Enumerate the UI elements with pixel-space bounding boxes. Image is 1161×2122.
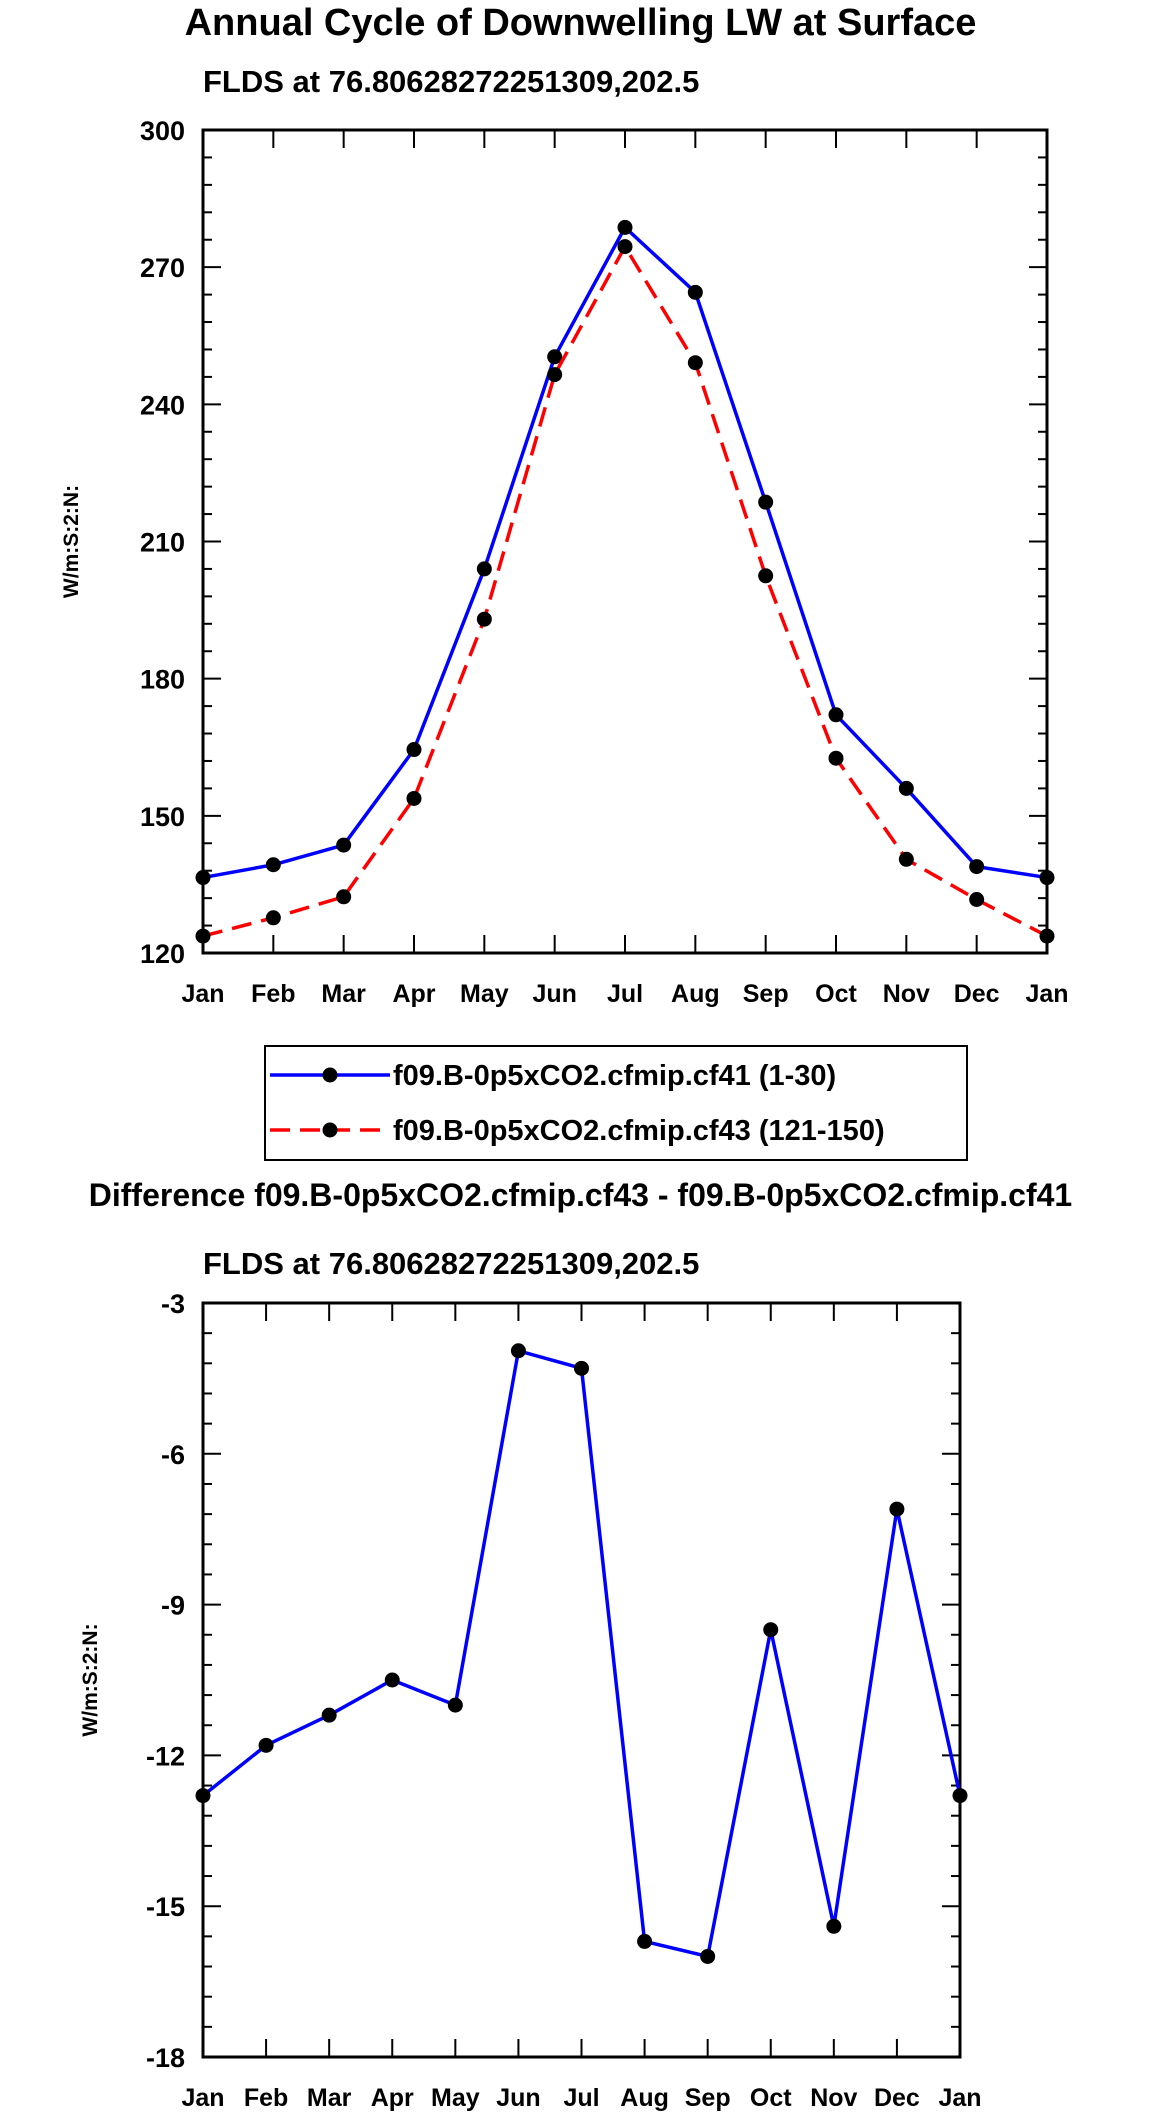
bottom-series-0-point [321,1707,337,1723]
top-series-1-point [758,568,774,584]
bottom-series-0-point [889,1501,905,1517]
bottom-chart-subtitle: FLDS at 76.80628272251309,202.5 [203,1246,700,1281]
bottom-x-tick-label: Jun [496,2084,540,2112]
bottom-series-0-point [637,1933,653,1949]
bottom-y-tick-label: -6 [161,1440,185,1470]
legend-marker-0 [322,1067,338,1083]
top-chart-subtitle: FLDS at 76.80628272251309,202.5 [203,64,700,99]
top-y-tick-label: 270 [140,253,185,283]
top-series-0-point [687,284,703,300]
top-series-1-point [828,750,844,766]
bottom-plot-frame [201,1301,962,2059]
top-series-1-point [1039,928,1055,944]
top-series-line-1 [202,244,1048,938]
bottom-x-tick-label: Jul [563,2084,599,2112]
top-series-1-point [195,928,211,944]
bottom-series-0-point [447,1697,463,1713]
bottom-x-tick-label: Sep [685,2084,731,2112]
bottom-series-0-point [510,1343,526,1359]
bottom-y-tick-label: -12 [146,1741,185,1771]
top-x-tick-label: Feb [251,980,295,1008]
top-chart: 120 150 180 210 240 270 300 Jan Feb Mar Apr May Jun J… [60,116,1069,1161]
bottom-chart-title: Difference f09.B-0p5xCO2.cfmip.cf43 - f0… [88,1177,1073,1213]
top-series-1-point [547,367,563,383]
top-series-0-point [617,219,633,235]
top-x-tick-label: Nov [883,980,930,1008]
top-series-0-point [406,742,422,758]
top-y-tick-label: 150 [140,802,185,832]
top-y-tick-label: 180 [140,665,185,695]
top-series-0-point [195,870,211,886]
bottom-y-tick-label: -3 [161,1289,185,1319]
top-series-0-point [758,494,774,510]
bottom-series-0-point [763,1622,779,1638]
bottom-x-tick-label: Nov [810,2084,857,2112]
bottom-x-tick-label: Jan [181,2084,224,2112]
top-x-tick-label: Sep [743,980,789,1008]
bottom-series-line-0 [201,1349,962,1959]
bottom-series-0-point [574,1360,589,1376]
bottom-series-0-point [258,1737,274,1753]
top-y-axis-label: W/m:S:2:N: [60,485,83,598]
bottom-y-tick-label: -15 [146,1892,185,1922]
top-x-tick-label: May [460,980,509,1008]
top-series-1-point [687,355,703,371]
top-series-0-point [547,349,563,365]
top-series-0-point [1039,870,1055,886]
top-x-tick-label: Jul [607,980,643,1008]
bottom-x-tick-label: Jan [938,2084,981,2112]
bottom-x-tick-label: Apr [371,2084,414,2112]
bottom-x-tick-label: Aug [620,2084,669,2112]
bottom-series-0-point [826,1918,842,1934]
top-series-1-point [406,790,422,806]
top-x-tick-label: Jan [181,980,224,1008]
top-series-1-point [969,892,985,908]
top-series-0-point [828,707,844,723]
bottom-x-tick-label: Feb [244,2084,288,2112]
top-series-1-point [476,611,492,627]
bottom-x-tick-label: Oct [750,2084,792,2112]
top-y-tick-label: 240 [140,390,185,420]
top-x-tick-label: Apr [392,980,435,1008]
top-series-0-point [476,561,492,577]
top-x-tick-label: Jan [1025,980,1068,1008]
top-chart-title: Annual Cycle of Downwelling LW at Surfac… [184,2,977,44]
legend: f09.B-0p5xCO2.cfmip.cf41 (1-30) f09.B-0p5… [264,1045,968,1161]
bottom-y-tick-label: -9 [161,1591,185,1621]
bottom-x-tick-label: May [431,2084,480,2112]
bottom-y-axis-label: W/m:S:2:N: [79,1623,102,1736]
top-y-tick-label: 210 [140,528,185,558]
legend-marker-1 [322,1122,338,1138]
top-series-1-point [336,889,352,905]
legend-box [264,1045,968,1161]
bottom-series-0-point [700,1948,716,1964]
bottom-series-0-point [384,1672,400,1688]
bottom-series-0-point [195,1788,211,1804]
legend-label-1: f09.B-0p5xCO2.cfmip.cf43 (121-150) [393,1115,885,1147]
top-x-tick-label: Oct [815,980,857,1008]
bottom-y-tick-label: -18 [146,2043,185,2073]
bottom-x-tick-label: Mar [307,2084,352,2112]
top-x-tick-label: Jun [532,980,576,1008]
bottom-chart: -18 -15 -12 -9 -6 -3 Jan Feb Mar Apr May Jun Jul Aug S… [79,1289,982,2112]
bottom-series-0-point [952,1788,968,1804]
top-series-0-point [898,780,914,796]
top-x-tick-label: Aug [671,980,720,1008]
top-series-0-point [336,837,352,853]
top-series-0-point [265,857,281,873]
top-y-tick-label: 300 [140,116,185,146]
top-series-1-point [265,910,281,926]
top-series-0-point [969,859,985,875]
bottom-x-tick-label: Dec [874,2084,920,2112]
legend-label-0: f09.B-0p5xCO2.cfmip.cf41 (1-30) [393,1060,836,1092]
top-series-1-point [617,239,633,255]
top-y-tick-label: 120 [140,939,185,969]
top-x-tick-label: Mar [321,980,366,1008]
top-x-tick-label: Dec [954,980,1000,1008]
top-series-1-point [898,851,914,867]
top-series-line-0 [202,225,1048,880]
